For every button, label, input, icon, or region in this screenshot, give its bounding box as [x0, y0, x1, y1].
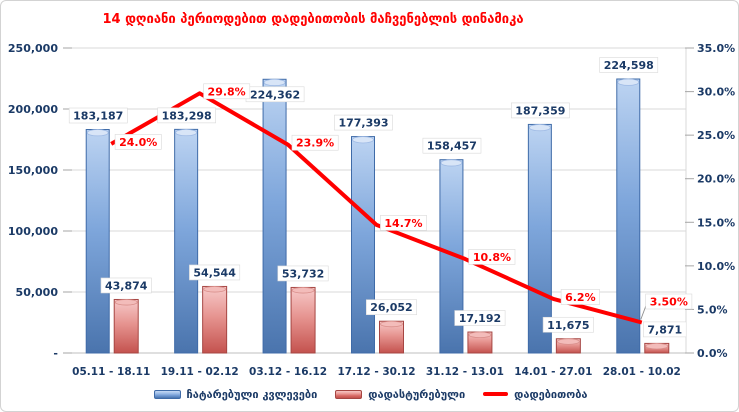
bar-confirmed	[113, 298, 139, 354]
svg-text:7,871: 7,871	[647, 323, 682, 336]
legend-swatch-tested-bar-icon	[153, 389, 181, 399]
legend-label-tested: ჩატარებული კვლევები	[186, 387, 318, 401]
left-axis-tick-label: 200,000	[8, 103, 58, 116]
x-axis-category-label: 28.01 - 10.02	[603, 366, 681, 378]
svg-text:224,362: 224,362	[250, 88, 300, 101]
legend-label-positivity: დადებითობა	[514, 387, 588, 401]
left-axis-tick-label: 50,000	[16, 286, 59, 299]
data-label-positivity: 3.50%	[645, 293, 693, 310]
x-axis-category-label: 14.01 - 27.01	[514, 366, 592, 378]
svg-text:187,359: 187,359	[515, 104, 565, 117]
data-label-positivity: 23.9%	[291, 134, 339, 151]
svg-text:11,675: 11,675	[547, 319, 589, 332]
bar-tested	[616, 78, 641, 354]
svg-text:24.0%: 24.0%	[119, 136, 157, 149]
data-label-confirmed: 26,052	[365, 299, 417, 316]
data-label-confirmed: 7,871	[643, 321, 687, 338]
x-axis-labels: 05.11 - 18.11 19.11 - 02.12 03.12 - 16.12 1…	[72, 366, 681, 378]
x-axis-category-label: 03.12 - 16.12	[249, 366, 327, 378]
right-axis-tick-label: 15.0%	[697, 216, 735, 229]
svg-text:29.8%: 29.8%	[208, 85, 246, 98]
right-axis-tick-label: 30.0%	[697, 86, 735, 99]
data-label-confirmed: 53,732	[277, 265, 329, 282]
data-label-tested: 224,598	[599, 57, 659, 73]
data-label-confirmed: 17,192	[454, 310, 506, 326]
right-axis-tick-label: 35.0%	[697, 42, 735, 55]
svg-text:17,192: 17,192	[459, 312, 501, 325]
left-axis-tick-label: -	[53, 347, 58, 360]
bar-confirmed	[202, 285, 228, 354]
left-axis-tick-label: 100,000	[8, 225, 58, 238]
svg-text:43,874: 43,874	[105, 279, 148, 292]
data-label-confirmed: 54,544	[189, 264, 241, 281]
bar-tested	[262, 78, 287, 354]
svg-text:26,052: 26,052	[370, 301, 412, 314]
legend-item-tested: ჩატარებული კვლევები	[153, 387, 318, 401]
data-label-tested: 158,457	[422, 137, 482, 154]
right-axis-tick-label: 0.0%	[697, 347, 728, 360]
positivity-line	[110, 91, 643, 325]
legend: ჩატარებული კვლევები დადასტურებული დადები…	[1, 383, 738, 405]
left-axis: 250,000 200,000 150,000 100,000 50,000 -	[8, 42, 72, 360]
legend-label-confirmed: დადასტურებული	[368, 387, 466, 401]
svg-text:3.50%: 3.50%	[650, 296, 688, 309]
x-axis-category-label: 19.11 - 02.12	[161, 366, 239, 378]
bar-confirmed	[290, 286, 316, 354]
right-axis: 35.0% 30.0% 25.0% 20.0% 15.0% 10.0% 5.0% 0.0%	[685, 42, 735, 360]
svg-text:224,598: 224,598	[604, 59, 654, 72]
data-label-tested: 177,393	[334, 114, 393, 131]
x-axis-category-label: 17.12 - 30.12	[337, 366, 415, 378]
right-axis-tick-label: 20.0%	[697, 173, 735, 186]
svg-text:158,457: 158,457	[427, 140, 477, 153]
svg-text:14.7%: 14.7%	[384, 217, 422, 230]
data-label-confirmed: 43,874	[100, 277, 152, 294]
bar-tested	[85, 129, 110, 354]
data-label-positivity: 10.8%	[468, 249, 516, 265]
svg-text:183,298: 183,298	[162, 109, 212, 122]
legend-item-positivity: დადებითობა	[483, 388, 587, 401]
bars-tested	[85, 78, 641, 354]
legend-swatch-confirmed-bar-icon	[335, 389, 363, 399]
svg-text:10.8%: 10.8%	[473, 251, 511, 264]
chart-title: 14 დღიანი პერიოდებით დადებითობის მაჩვენე…	[102, 12, 524, 27]
bars-confirmed	[113, 285, 670, 354]
data-label-tested: 187,359	[510, 102, 570, 119]
legend-item-confirmed: დადასტურებული	[335, 388, 465, 401]
right-axis-tick-label: 25.0%	[697, 129, 735, 142]
bar-tested	[174, 128, 199, 354]
svg-text:23.9%: 23.9%	[296, 137, 334, 150]
right-axis-tick-label: 5.0%	[697, 303, 728, 316]
data-label-confirmed: 11,675	[542, 316, 594, 333]
svg-text:53,732: 53,732	[282, 267, 324, 280]
left-axis-tick-label: 250,000	[8, 42, 58, 55]
left-axis-tick-label: 150,000	[8, 164, 58, 177]
bar-tested	[351, 136, 375, 354]
data-label-tested: 224,362	[245, 86, 305, 103]
svg-text:6.2%: 6.2%	[565, 291, 596, 304]
right-axis-tick-label: 10.0%	[697, 260, 735, 273]
data-label-positivity: 24.0%	[114, 134, 162, 150]
data-label-positivity: 29.8%	[203, 83, 251, 100]
data-label-tested: 183,298	[157, 107, 217, 124]
x-axis-category-label: 05.11 - 18.11	[72, 366, 150, 378]
svg-text:54,544: 54,544	[193, 266, 236, 279]
x-axis-category-label: 31.12 - 13.01	[426, 366, 504, 378]
legend-swatch-positivity-line-icon	[483, 392, 509, 396]
svg-text:177,393: 177,393	[338, 117, 388, 130]
data-label-positivity: 6.2%	[560, 289, 600, 305]
data-label-positivity: 14.7%	[380, 215, 427, 231]
svg-text:183,187: 183,187	[73, 110, 123, 123]
data-label-tested: 183,187	[68, 107, 128, 124]
